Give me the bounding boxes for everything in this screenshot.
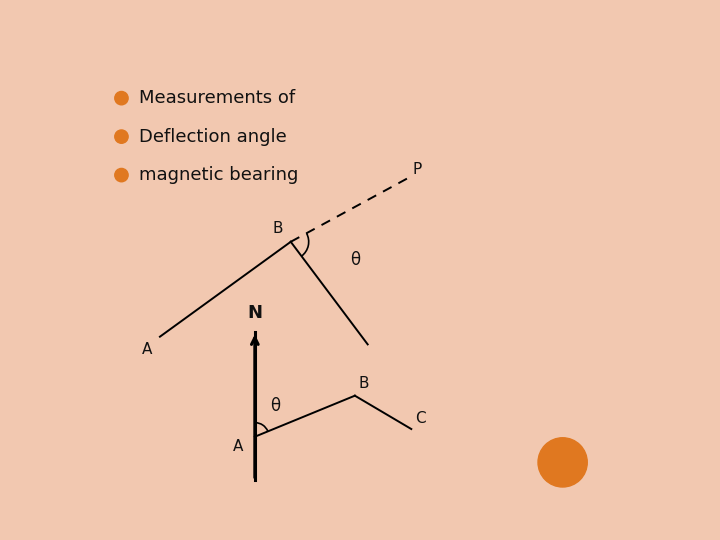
- Text: Deflection angle: Deflection angle: [140, 127, 287, 146]
- Circle shape: [114, 91, 128, 105]
- Text: P: P: [413, 161, 422, 177]
- Text: A: A: [233, 440, 243, 454]
- Text: θ: θ: [270, 397, 280, 415]
- Circle shape: [538, 438, 588, 487]
- Text: θ: θ: [350, 251, 360, 269]
- Text: B: B: [273, 221, 283, 235]
- Text: magnetic bearing: magnetic bearing: [140, 166, 299, 184]
- Text: B: B: [359, 375, 369, 390]
- Text: A: A: [142, 342, 152, 357]
- Text: C: C: [415, 411, 426, 427]
- Text: N: N: [248, 305, 262, 322]
- Circle shape: [114, 168, 128, 182]
- Text: Measurements of: Measurements of: [140, 89, 295, 107]
- Circle shape: [114, 130, 128, 143]
